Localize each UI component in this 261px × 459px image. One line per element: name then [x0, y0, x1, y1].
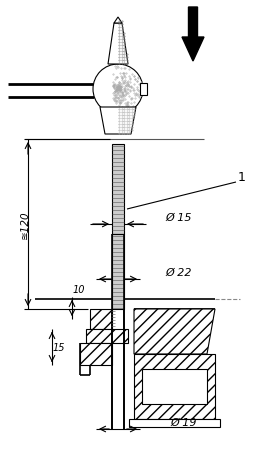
- Circle shape: [93, 65, 143, 115]
- Bar: [112, 145, 124, 235]
- Polygon shape: [100, 108, 136, 134]
- Bar: [134, 354, 215, 419]
- Text: 15: 15: [53, 342, 66, 352]
- Text: 1: 1: [238, 171, 246, 184]
- Bar: [142, 369, 207, 404]
- Bar: [112, 309, 124, 429]
- Text: ≊120: ≊120: [20, 210, 30, 239]
- Text: Ø 15: Ø 15: [165, 213, 192, 223]
- Text: Ø 22: Ø 22: [165, 268, 192, 277]
- Polygon shape: [140, 84, 147, 96]
- Polygon shape: [108, 24, 128, 65]
- Bar: [112, 235, 124, 309]
- Text: Ø 19: Ø 19: [170, 417, 197, 427]
- Bar: [80, 343, 112, 365]
- FancyArrow shape: [182, 8, 204, 62]
- Bar: [90, 309, 112, 329]
- Polygon shape: [134, 309, 215, 354]
- Polygon shape: [114, 18, 122, 24]
- Text: 10: 10: [73, 285, 86, 294]
- Bar: [129, 419, 220, 427]
- Bar: [86, 329, 128, 343]
